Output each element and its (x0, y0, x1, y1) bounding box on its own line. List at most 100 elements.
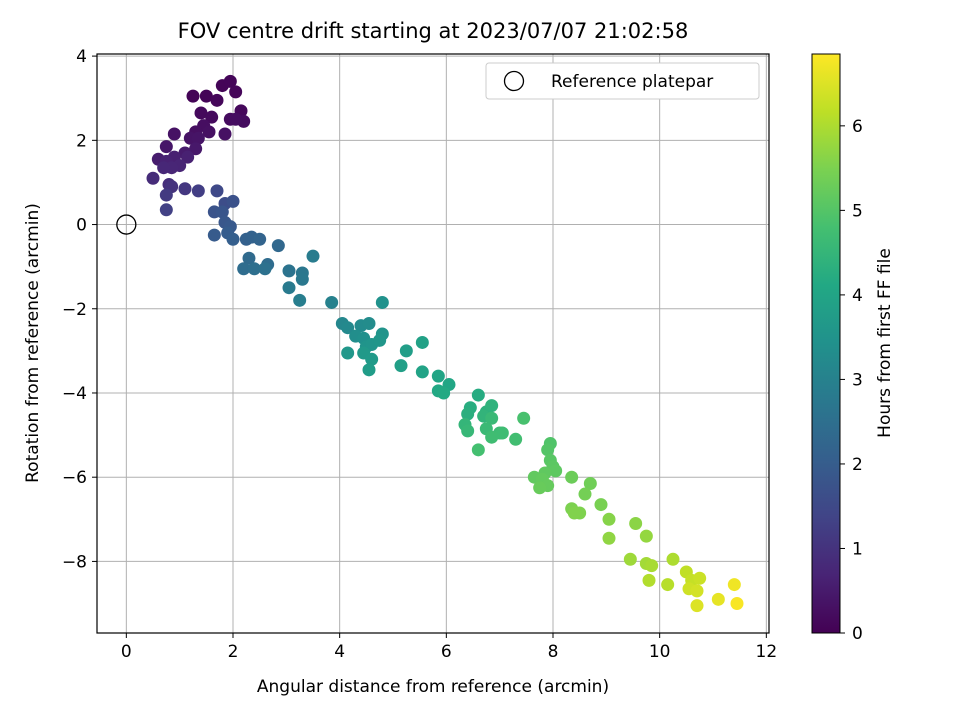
data-point (362, 316, 376, 330)
x-axis-label: Angular distance from reference (arcmin) (257, 677, 609, 697)
data-point (623, 552, 637, 566)
data-point (247, 262, 261, 276)
data-point (437, 386, 451, 400)
y-tick-label: −6 (62, 468, 87, 488)
y-tick-label: −8 (62, 552, 87, 572)
data-point (253, 232, 267, 246)
data-point (365, 352, 379, 366)
data-point (159, 188, 173, 202)
colorbar-tick-label: 2 (852, 455, 863, 475)
data-point (509, 432, 523, 446)
data-point (399, 344, 413, 358)
x-tick-label: 12 (756, 642, 778, 662)
data-point (711, 592, 725, 606)
data-point (642, 573, 656, 587)
data-point (645, 559, 659, 573)
data-point (362, 363, 376, 377)
data-point (146, 171, 160, 185)
chart-title: FOV centre drift starting at 2023/07/07 … (178, 19, 689, 43)
colorbar-tick-label: 0 (852, 624, 863, 644)
data-point (373, 333, 387, 347)
data-point (661, 578, 675, 592)
data-point (325, 295, 339, 309)
colorbar (811, 53, 841, 634)
colorbar-tick-label: 6 (852, 117, 863, 137)
x-tick-label: 2 (228, 642, 239, 662)
data-point (583, 477, 597, 491)
data-point (223, 74, 237, 88)
y-axis-label: Rotation from reference (arcmin) (23, 203, 43, 483)
data-point (157, 161, 171, 175)
data-point (461, 424, 475, 438)
data-point (485, 399, 499, 413)
colorbar-ticks: 0 1 2 3 4 5 6 (840, 117, 863, 644)
data-point (237, 262, 251, 276)
data-point (727, 578, 741, 592)
legend-entry-reference: Reference platepar (551, 72, 713, 92)
legend-box (485, 62, 760, 100)
data-point (226, 194, 240, 208)
data-point (341, 321, 355, 335)
data-point (293, 293, 307, 307)
y-axis-ticks: −8 −6 −4 −2 0 2 4 (62, 47, 97, 572)
data-point (242, 251, 256, 265)
colorbar-tick-label: 3 (852, 370, 863, 390)
reference-platepar-marker (116, 214, 137, 235)
data-point (295, 272, 309, 286)
data-point (205, 110, 219, 124)
data-point (495, 426, 509, 440)
data-point (565, 470, 579, 484)
data-point (485, 411, 499, 425)
data-point (282, 264, 296, 278)
data-point (306, 249, 320, 263)
data-point (485, 430, 499, 444)
data-point (341, 346, 355, 360)
data-point (199, 89, 213, 103)
data-point (167, 127, 181, 141)
x-tick-label: 4 (334, 642, 345, 662)
data-point (229, 112, 243, 126)
colorbar-tick-label: 5 (852, 201, 863, 221)
data-point (639, 529, 653, 543)
data-point (186, 89, 200, 103)
data-point (594, 498, 608, 512)
data-point (191, 184, 205, 198)
data-point (282, 281, 296, 295)
data-point (218, 127, 232, 141)
x-tick-label: 6 (441, 642, 452, 662)
legend: Reference platepar (485, 62, 760, 100)
colorbar-tick-label: 1 (852, 539, 863, 559)
data-point (517, 411, 531, 425)
data-point (210, 93, 224, 107)
data-point (471, 443, 485, 457)
grid-lines (97, 54, 769, 633)
data-point (415, 335, 429, 349)
data-point (730, 597, 744, 611)
data-point (431, 369, 445, 383)
data-point (461, 407, 475, 421)
data-point (567, 506, 581, 520)
y-tick-label: 4 (76, 47, 87, 67)
data-point (629, 517, 643, 531)
legend-reference-marker (503, 70, 525, 92)
colorbar-tick-label: 4 (852, 286, 863, 306)
data-point (541, 443, 555, 457)
data-point (602, 512, 616, 526)
plot-area-frame (96, 53, 770, 634)
data-point (602, 531, 616, 545)
data-point (549, 464, 563, 478)
data-point (202, 125, 216, 139)
y-tick-label: −4 (62, 384, 87, 404)
data-point (194, 106, 208, 120)
data-point (690, 584, 704, 598)
data-point (394, 359, 408, 373)
y-tick-label: 2 (76, 131, 87, 151)
x-axis-ticks: 0 2 4 6 8 10 12 (121, 633, 777, 662)
data-point (226, 232, 240, 246)
data-point (181, 150, 195, 164)
data-point (578, 487, 592, 501)
data-point (666, 552, 680, 566)
reference-marker (116, 214, 137, 235)
colorbar-label: Hours from first FF file (875, 248, 895, 438)
